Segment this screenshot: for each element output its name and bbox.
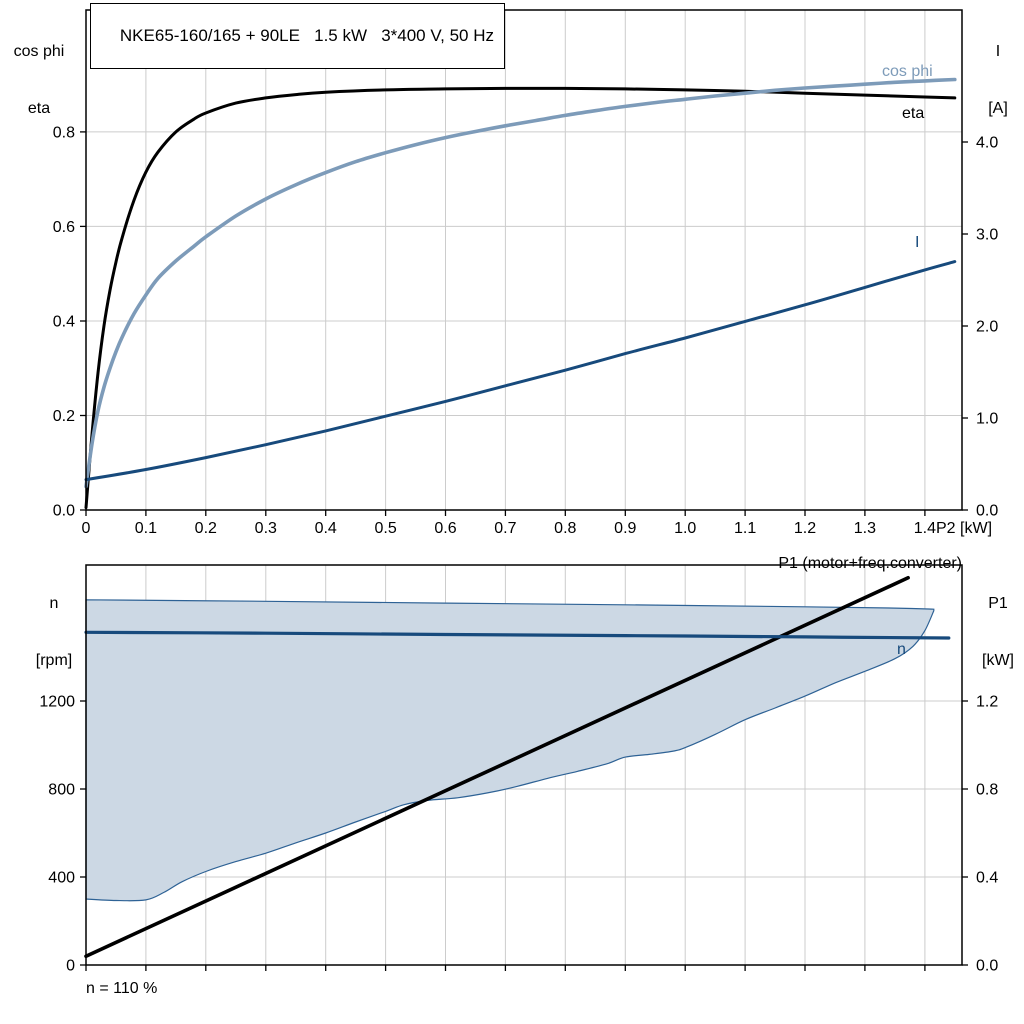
p1-curve-label: P1 (motor+freq.converter) [778, 555, 962, 572]
y-left-tick-label: 0.2 [53, 408, 75, 425]
x-tick-label: 0.2 [195, 520, 217, 537]
x-tick-label: 1.0 [674, 520, 696, 537]
y-right-tick-label: 3.0 [976, 227, 998, 244]
top-left-axis-title: cos phi eta [6, 4, 72, 156]
speed-axis-label: n [49, 595, 59, 612]
x-tick-label: 1.4 [914, 520, 936, 537]
x-tick-label: 0.6 [434, 520, 456, 537]
eta-curve-label: eta [902, 105, 925, 122]
y-left-tick-label: 400 [48, 870, 75, 887]
x-tick-label: 0.1 [135, 520, 157, 537]
y-left-tick-label: 0.4 [53, 314, 75, 331]
y-left-tick-label: 800 [48, 782, 75, 799]
curve-P1 [84, 576, 910, 958]
y-left-tick-label: 0 [66, 958, 75, 975]
x-tick-label: 1.1 [734, 520, 756, 537]
y-right-tick-label: 0.0 [976, 958, 998, 975]
x-tick-label: 0.8 [554, 520, 576, 537]
y-right-tick-label: 1.0 [976, 411, 998, 428]
speed-axis-unit: [rpm] [35, 652, 73, 669]
power-axis-unit: [kW] [982, 652, 1014, 669]
current-axis-label: I [995, 43, 1001, 60]
x-tick-label: 0.5 [374, 520, 396, 537]
speed-note: n = 110 % [86, 980, 158, 997]
curve-cos-phi [84, 77, 957, 489]
y-right-tick-label: 0.0 [976, 503, 998, 520]
y-right-tick-label: 0.8 [976, 782, 998, 799]
curve-eta [84, 86, 957, 510]
cos-phi-axis-label: cos phi [13, 43, 65, 60]
curve-n [84, 630, 951, 640]
y-left-tick-label: 0.0 [53, 503, 75, 520]
plot-frame [85, 564, 963, 966]
x-tick-label: 0.9 [614, 520, 636, 537]
current-curve-label: I [915, 234, 920, 251]
y-left-tick-label: 0.8 [53, 124, 75, 141]
plot-frame [85, 9, 963, 511]
power-axis-label: P1 [988, 595, 1008, 612]
x-tick-label: 0.3 [255, 520, 277, 537]
eta-axis-label: eta [27, 100, 51, 117]
curve-I [84, 260, 957, 482]
x-axis-unit-label: P2 [kW] [936, 520, 992, 537]
y-right-tick-label: 4.0 [976, 135, 998, 152]
n-curve-label: n [897, 641, 906, 658]
current-axis-unit: [A] [988, 100, 1008, 117]
top-right-axis-title: I [A] [974, 4, 1022, 156]
x-tick-label: 1.2 [794, 520, 816, 537]
x-tick-label: 1.3 [854, 520, 876, 537]
y-right-tick-label: 0.4 [976, 870, 998, 887]
bottom-right-axis-title: P1 [kW] [974, 556, 1022, 708]
y-left-tick-label: 1200 [39, 694, 75, 711]
chart-title: NKE65-160/165 + 90LE 1.5 kW 3*400 V, 50 … [119, 26, 494, 45]
chart-title-box: NKE65-160/165 + 90LE 1.5 kW 3*400 V, 50 … [90, 3, 505, 69]
y-right-tick-label: 1.2 [976, 694, 998, 711]
y-right-tick-label: 2.0 [976, 319, 998, 336]
cos-phi-curve-label: cos phi [882, 63, 933, 80]
x-tick-label: 0 [82, 520, 91, 537]
x-tick-label: 0.4 [315, 520, 337, 537]
y-left-tick-label: 0.6 [53, 219, 75, 236]
region-speed-control-range [85, 599, 935, 902]
bottom-left-axis-title: n [rpm] [24, 556, 84, 708]
x-tick-label: 0.7 [494, 520, 516, 537]
